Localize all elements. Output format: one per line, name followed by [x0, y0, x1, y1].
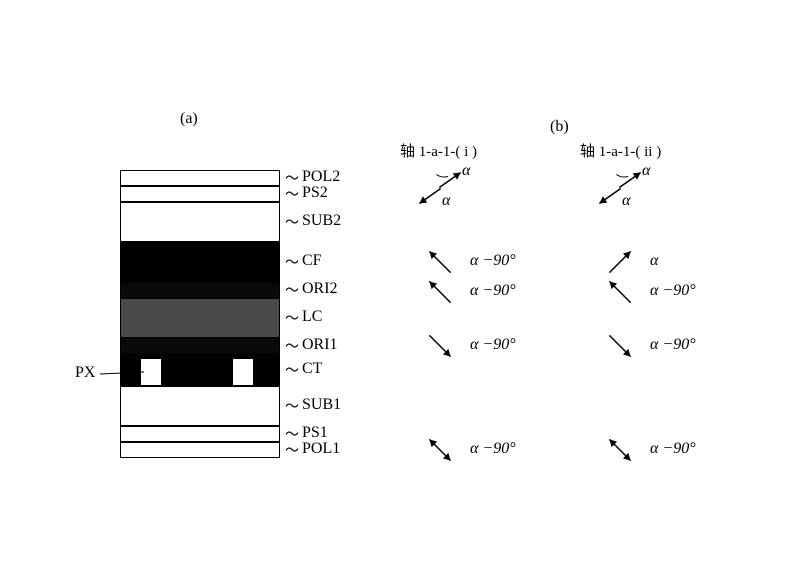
px-label: PX — [75, 364, 95, 382]
arrow-col2-0-text-2: α — [622, 192, 630, 210]
layer-ps1 — [120, 426, 280, 442]
panel-b-label: (b) — [550, 118, 569, 136]
arrow-col1-0-text-2: α — [442, 192, 450, 210]
layer-label-ct: CT — [302, 360, 322, 378]
layer-label-pol1: POL1 — [302, 440, 340, 458]
leader-tilde-sub1: 〜 — [285, 396, 299, 416]
layer-label-sub1: SUB1 — [302, 396, 341, 414]
arrow-col1-0-text-1: α — [462, 162, 470, 180]
layer-cf — [120, 242, 280, 282]
arrow-col1-3-text: α −90° — [470, 336, 516, 354]
arrow-col1-3-icon — [405, 311, 475, 381]
layer-lc — [120, 298, 280, 338]
arrow-col1-4-icon — [405, 415, 475, 485]
leader-tilde-pol1: 〜 — [285, 440, 299, 460]
layer-label-ps2: PS2 — [302, 184, 328, 202]
leader-tilde-ori2: 〜 — [285, 280, 299, 300]
layer-label-cf: CF — [302, 252, 322, 270]
layer-ori1 — [120, 338, 280, 354]
layer-label-ori1: ORI1 — [302, 336, 338, 354]
layer-pol1 — [120, 442, 280, 458]
leader-tilde-ps2: 〜 — [285, 184, 299, 204]
arrow-col2-4-icon — [585, 415, 655, 485]
layer-label-sub2: SUB2 — [302, 212, 341, 230]
arrow-col1-0-arc-top — [421, 169, 459, 207]
arrow-col2-2-text: α −90° — [650, 282, 696, 300]
layer-sub2 — [120, 202, 280, 242]
leader-tilde-ct: 〜 — [285, 360, 299, 380]
px-electrode-2 — [232, 358, 254, 386]
layer-ps2 — [120, 186, 280, 202]
arrow-col1-1-text: α −90° — [470, 252, 516, 270]
px-electrode-1 — [140, 358, 162, 386]
arrow-col2-0-arc-top — [601, 169, 639, 207]
leader-tilde-ori1: 〜 — [285, 336, 299, 356]
layer-ori2 — [120, 282, 280, 298]
layer-sub1 — [120, 386, 280, 426]
leader-tilde-lc: 〜 — [285, 308, 299, 328]
layer-pol2 — [120, 170, 280, 186]
leader-tilde-cf: 〜 — [285, 252, 299, 272]
arrow-col2-0-text-1: α — [642, 162, 650, 180]
arrow-col1-4-text: α −90° — [470, 440, 516, 458]
arrow-col2-4-text: α −90° — [650, 440, 696, 458]
layer-label-lc: LC — [302, 308, 322, 326]
arrow-col2-3-icon — [585, 311, 655, 381]
arrow-col2-3-text: α −90° — [650, 336, 696, 354]
layer-label-ori2: ORI2 — [302, 280, 338, 298]
arrow-col1-2-text: α −90° — [470, 282, 516, 300]
leader-tilde-sub2: 〜 — [285, 212, 299, 232]
panel-a-label: (a) — [180, 110, 198, 128]
